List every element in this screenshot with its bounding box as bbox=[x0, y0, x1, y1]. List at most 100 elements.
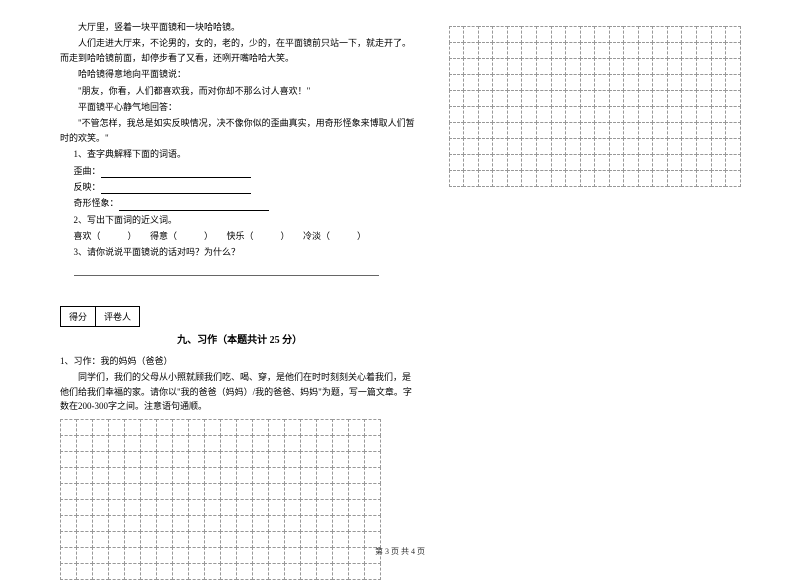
grid-cell[interactable] bbox=[204, 419, 221, 436]
grid-cell[interactable] bbox=[565, 58, 581, 75]
grid-cell[interactable] bbox=[696, 106, 712, 123]
grid-cell[interactable] bbox=[220, 435, 237, 452]
grid-cell[interactable] bbox=[188, 563, 205, 580]
grid-cell[interactable] bbox=[316, 435, 333, 452]
grid-cell[interactable] bbox=[108, 515, 125, 532]
grid-cell[interactable] bbox=[551, 58, 567, 75]
grid-cell[interactable] bbox=[60, 499, 77, 516]
grid-cell[interactable] bbox=[725, 106, 741, 123]
grid-cell[interactable] bbox=[594, 138, 610, 155]
grid-cell[interactable] bbox=[300, 483, 317, 500]
grid-cell[interactable] bbox=[252, 483, 269, 500]
grid-cell[interactable] bbox=[348, 435, 365, 452]
grid-cell[interactable] bbox=[220, 515, 237, 532]
grid-cell[interactable] bbox=[623, 170, 639, 187]
grid-cell[interactable] bbox=[268, 483, 285, 500]
grid-cell[interactable] bbox=[551, 138, 567, 155]
grid-cell[interactable] bbox=[76, 435, 93, 452]
grid-cell[interactable] bbox=[60, 435, 77, 452]
grid-cell[interactable] bbox=[711, 42, 727, 59]
grid-cell[interactable] bbox=[623, 26, 639, 43]
grid-cell[interactable] bbox=[725, 122, 741, 139]
grid-cell[interactable] bbox=[172, 435, 189, 452]
grid-cell[interactable] bbox=[332, 499, 349, 516]
grid-cell[interactable] bbox=[188, 419, 205, 436]
grid-cell[interactable] bbox=[332, 515, 349, 532]
grid-cell[interactable] bbox=[638, 90, 654, 107]
grid-cell[interactable] bbox=[478, 138, 494, 155]
grid-cell[interactable] bbox=[156, 515, 173, 532]
grid-cell[interactable] bbox=[332, 563, 349, 580]
grid-cell[interactable] bbox=[681, 74, 697, 91]
grid-cell[interactable] bbox=[364, 515, 381, 532]
grid-cell[interactable] bbox=[565, 122, 581, 139]
grid-cell[interactable] bbox=[681, 138, 697, 155]
grid-cell[interactable] bbox=[565, 170, 581, 187]
grid-cell[interactable] bbox=[580, 42, 596, 59]
grid-cell[interactable] bbox=[124, 515, 141, 532]
grid-cell[interactable] bbox=[284, 451, 301, 468]
grid-cell[interactable] bbox=[681, 26, 697, 43]
grid-cell[interactable] bbox=[667, 90, 683, 107]
grid-cell[interactable] bbox=[172, 451, 189, 468]
grid-cell[interactable] bbox=[551, 170, 567, 187]
grid-cell[interactable] bbox=[300, 419, 317, 436]
grid-cell[interactable] bbox=[492, 42, 508, 59]
grid-cell[interactable] bbox=[348, 563, 365, 580]
grid-cell[interactable] bbox=[188, 515, 205, 532]
grid-cell[interactable] bbox=[565, 26, 581, 43]
grid-cell[interactable] bbox=[696, 90, 712, 107]
grid-cell[interactable] bbox=[364, 435, 381, 452]
grid-cell[interactable] bbox=[609, 170, 625, 187]
grid-cell[interactable] bbox=[124, 483, 141, 500]
grid-cell[interactable] bbox=[463, 42, 479, 59]
grid-cell[interactable] bbox=[609, 58, 625, 75]
grid-cell[interactable] bbox=[449, 74, 465, 91]
grid-cell[interactable] bbox=[536, 58, 552, 75]
grid-cell[interactable] bbox=[521, 122, 537, 139]
grid-cell[interactable] bbox=[492, 122, 508, 139]
grid-cell[interactable] bbox=[521, 154, 537, 171]
grid-cell[interactable] bbox=[463, 154, 479, 171]
grid-cell[interactable] bbox=[492, 26, 508, 43]
grid-cell[interactable] bbox=[478, 42, 494, 59]
grid-cell[interactable] bbox=[551, 122, 567, 139]
grid-cell[interactable] bbox=[300, 515, 317, 532]
grid-cell[interactable] bbox=[348, 499, 365, 516]
grid-cell[interactable] bbox=[623, 58, 639, 75]
grid-cell[interactable] bbox=[492, 138, 508, 155]
grid-cell[interactable] bbox=[92, 451, 109, 468]
grid-cell[interactable] bbox=[580, 90, 596, 107]
grid-cell[interactable] bbox=[492, 58, 508, 75]
grid-cell[interactable] bbox=[348, 451, 365, 468]
grid-cell[interactable] bbox=[364, 451, 381, 468]
grid-cell[interactable] bbox=[463, 106, 479, 123]
grid-cell[interactable] bbox=[638, 138, 654, 155]
grid-cell[interactable] bbox=[156, 563, 173, 580]
grid-cell[interactable] bbox=[478, 74, 494, 91]
grid-cell[interactable] bbox=[300, 563, 317, 580]
grid-cell[interactable] bbox=[565, 138, 581, 155]
grid-cell[interactable] bbox=[252, 563, 269, 580]
grid-cell[interactable] bbox=[76, 483, 93, 500]
grid-cell[interactable] bbox=[711, 90, 727, 107]
grid-cell[interactable] bbox=[284, 419, 301, 436]
grid-cell[interactable] bbox=[463, 90, 479, 107]
grid-cell[interactable] bbox=[507, 74, 523, 91]
grid-cell[interactable] bbox=[580, 74, 596, 91]
grid-cell[interactable] bbox=[332, 483, 349, 500]
grid-cell[interactable] bbox=[124, 435, 141, 452]
grid-cell[interactable] bbox=[478, 26, 494, 43]
grid-cell[interactable] bbox=[711, 26, 727, 43]
grid-cell[interactable] bbox=[507, 170, 523, 187]
grid-cell[interactable] bbox=[638, 74, 654, 91]
grid-cell[interactable] bbox=[580, 138, 596, 155]
grid-cell[interactable] bbox=[60, 419, 77, 436]
grid-cell[interactable] bbox=[284, 467, 301, 484]
grid-cell[interactable] bbox=[667, 26, 683, 43]
grid-cell[interactable] bbox=[696, 138, 712, 155]
grid-cell[interactable] bbox=[551, 106, 567, 123]
grid-cell[interactable] bbox=[364, 467, 381, 484]
grid-cell[interactable] bbox=[188, 451, 205, 468]
grid-cell[interactable] bbox=[609, 74, 625, 91]
